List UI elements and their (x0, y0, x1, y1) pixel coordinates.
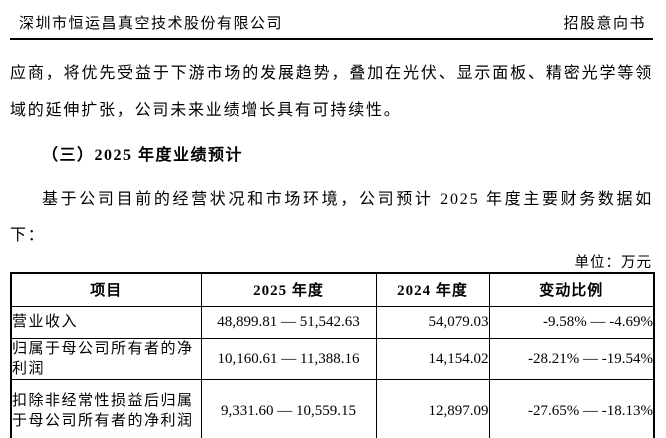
cell-item: 营业收入 (10, 305, 202, 339)
header-doc-type: 招股意向书 (563, 16, 646, 32)
header-company-name: 深圳市恒运昌真空技术股份有限公司 (19, 16, 284, 32)
table-row: 归属于母公司所有者的净利润 10,160.61 — 11,388.16 14,1… (10, 337, 655, 380)
section-heading: （三）2025 年度业绩预计 (42, 147, 244, 164)
cell-item: 扣除非经常性损益后归属于母公司所有者的净利润 (10, 378, 202, 438)
cell-2024: 12,897.09 (375, 378, 490, 438)
table-row: 营业收入 48,899.81 — 51,542.63 54,079.03 -9.… (10, 305, 655, 339)
cell-item: 归属于母公司所有者的净利润 (10, 337, 202, 380)
cell-2025: 48,899.81 — 51,542.63 (200, 305, 377, 339)
unit-label: 单位：万元 (574, 255, 652, 271)
cell-2025: 10,160.61 — 11,388.16 (200, 337, 377, 380)
column-header-2024: 2024 年度 (375, 272, 490, 307)
column-header-2025: 2025 年度 (200, 272, 377, 307)
table-row: 扣除非经常性损益后归属于母公司所有者的净利润 9,331.60 — 10,559… (10, 378, 655, 438)
cell-2024: 14,154.02 (375, 337, 490, 380)
cell-change: -9.58% — -4.69% (488, 305, 655, 339)
table-header-row: 项目 2025 年度 2024 年度 变动比例 (10, 272, 655, 307)
forecast-table: 项目 2025 年度 2024 年度 变动比例 营业收入 48,899.81 —… (10, 272, 655, 438)
column-header-change: 变动比例 (488, 272, 655, 307)
page-header: 深圳市恒运昌真空技术股份有限公司 招股意向书 (10, 10, 653, 40)
cell-2025: 9,331.60 — 10,559.15 (200, 378, 377, 438)
cell-2024: 54,079.03 (375, 305, 490, 339)
paragraph-intro: 基于公司目前的经营状况和市场环境，公司预计 2025 年度主要财务数据如下： (10, 191, 653, 244)
column-header-item: 项目 (10, 272, 202, 307)
cell-change: -27.65% — -18.13% (488, 378, 655, 438)
paragraph-continuation: 应商，将优先受益于下游市场的发展趋势，叠加在光伏、显示面板、精密光学等领域的延伸… (10, 65, 653, 119)
cell-change: -28.21% — -19.54% (488, 337, 655, 380)
